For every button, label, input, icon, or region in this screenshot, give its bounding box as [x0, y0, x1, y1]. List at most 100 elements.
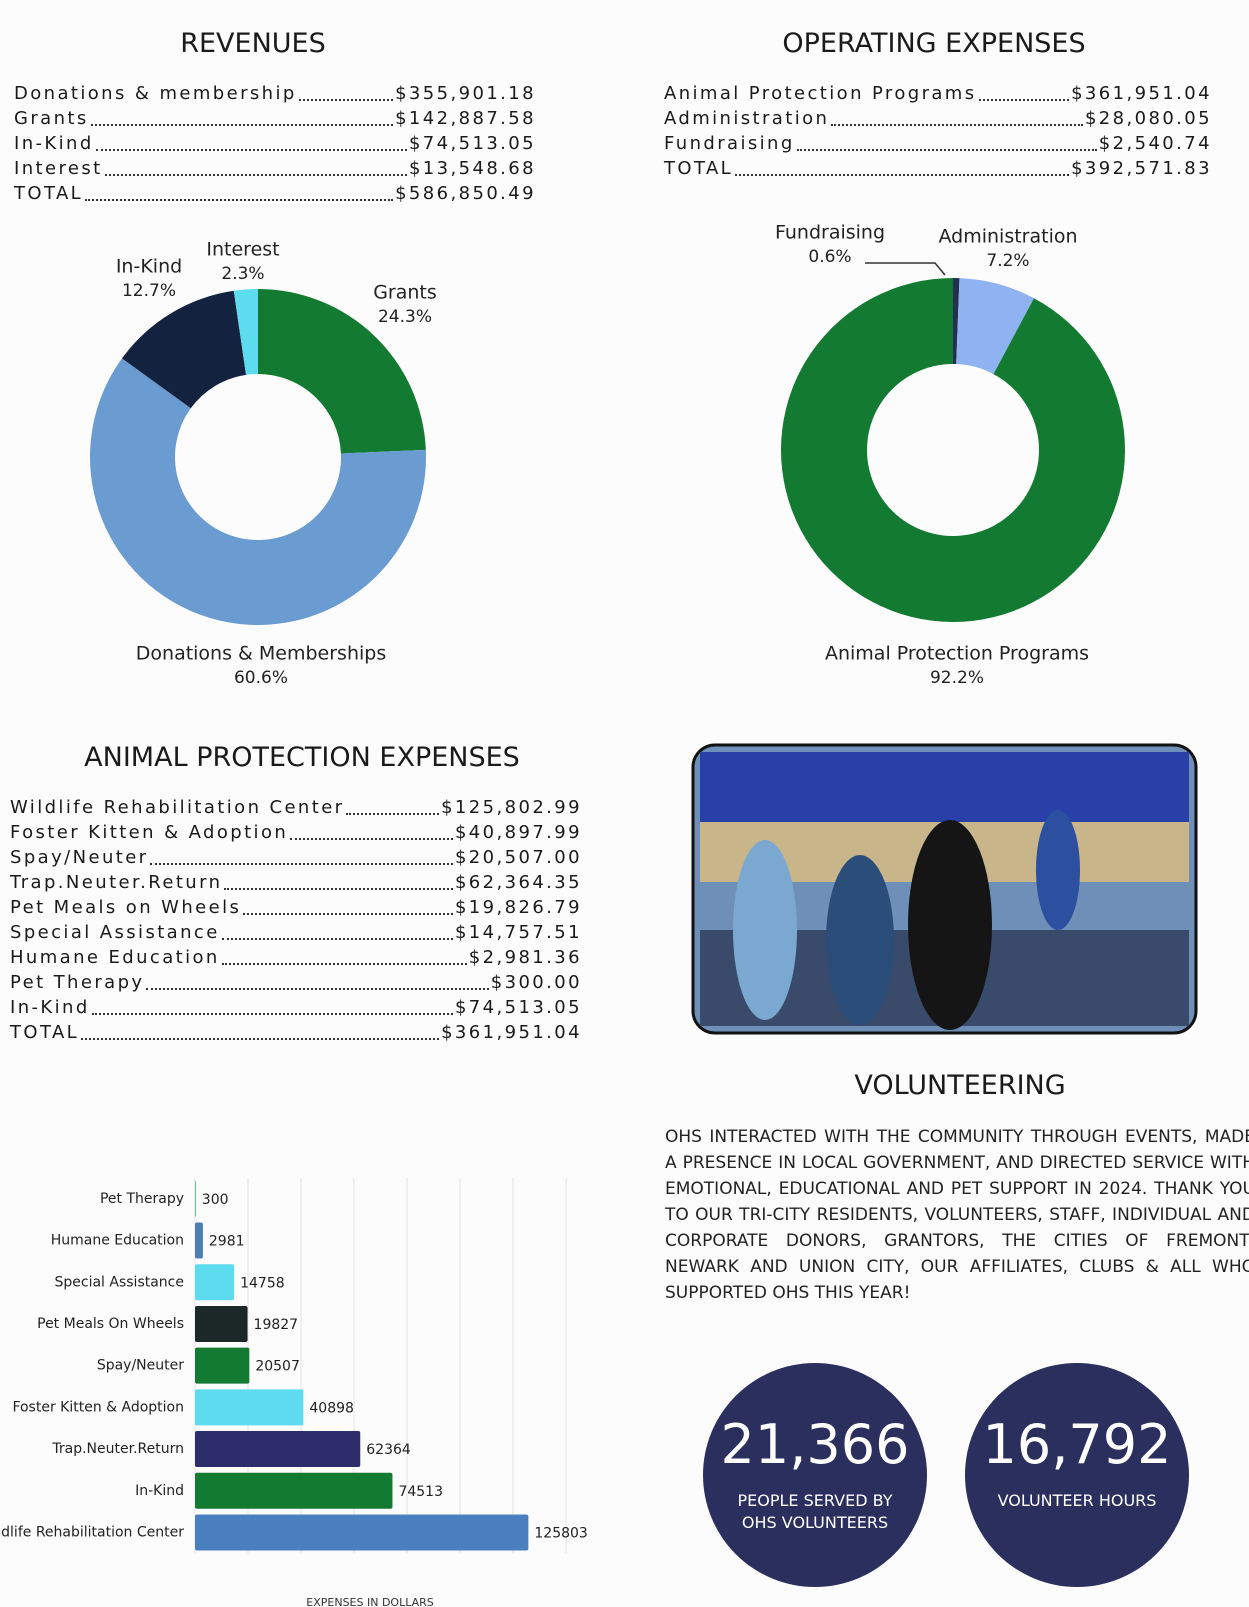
dot-leader — [222, 963, 467, 965]
row-value: $13,548.68 — [409, 158, 536, 179]
value-label: 2981 — [209, 1234, 245, 1250]
category-label: Special Assistance — [55, 1274, 185, 1290]
expense-table: Animal Protection Programs $361,951.04 Adm… — [664, 81, 1212, 181]
row-label: TOTAL — [664, 158, 733, 179]
row-label: In-Kind — [14, 133, 94, 154]
row-label: Pet Therapy — [10, 972, 144, 993]
row-label: Donations & membership — [14, 83, 297, 104]
bar — [195, 1473, 392, 1509]
photo-person — [1036, 810, 1080, 930]
dot-leader — [346, 813, 439, 815]
row-label: Wildlife Rehabilitation Center — [10, 797, 344, 818]
photo-person — [908, 820, 992, 1030]
row-value: $28,080.05 — [1085, 108, 1212, 129]
row-label: Spay/Neuter — [10, 847, 148, 868]
value-label: 300 — [202, 1192, 229, 1208]
section-title: ANIMAL PROTECTION EXPENSES — [84, 742, 520, 773]
table-row: Fundraising$2,540.74 — [664, 131, 1212, 156]
row-label: Pet Meals on Wheels — [10, 897, 241, 918]
leader-line — [865, 263, 945, 275]
row-value: $74,513.05 — [455, 997, 582, 1018]
row-value: $2,540.74 — [1099, 133, 1212, 154]
table-row: Spay/Neuter $20,507.00 — [10, 845, 582, 870]
photo-person — [826, 855, 894, 1025]
value-label: 40898 — [309, 1400, 354, 1416]
row-label: Grants — [14, 108, 89, 129]
dot-leader — [299, 99, 393, 101]
bar — [195, 1181, 196, 1217]
dot-leader — [85, 199, 393, 201]
slice-value: 2.3% — [221, 264, 264, 284]
x-axis-title: EXPENSES IN DOLLARS — [306, 1596, 433, 1607]
value-label: 74513 — [398, 1484, 443, 1500]
slice-label: Donations & Memberships — [136, 643, 386, 665]
table-row: In-Kind $74,513.05 — [10, 995, 582, 1020]
dot-leader — [96, 149, 407, 151]
stat-circle: 21,366 PEOPLE SERVED BY OHS VOLUNTEERS — [703, 1363, 927, 1587]
category-label: Spay/Neuter — [97, 1358, 184, 1374]
slice-value: 92.2% — [930, 668, 984, 688]
table-row: Wildlife Rehabilitation Center$125,802.9… — [10, 795, 582, 820]
slice-value: 24.3% — [378, 307, 432, 327]
table-row: Pet Therapy $300.00 — [10, 970, 582, 995]
row-label: TOTAL — [10, 1022, 79, 1043]
bar — [195, 1514, 528, 1550]
row-value: $300.00 — [491, 972, 582, 993]
dot-leader — [979, 99, 1070, 101]
row-value: $62,364.35 — [455, 872, 582, 893]
table-row: TOTAL $361,951.04 — [10, 1020, 582, 1045]
dot-leader — [243, 913, 453, 915]
table-row: Grants $142,887.58 — [14, 106, 536, 131]
slice-value: 7.2% — [986, 251, 1029, 271]
slice-value: 12.7% — [122, 281, 176, 301]
row-label: Trap.Neuter.Return — [10, 872, 222, 893]
stat-number: 16,792 — [965, 1413, 1189, 1476]
slice-label: Fundraising — [775, 222, 885, 244]
slice-label: Administration — [938, 226, 1077, 248]
row-value: $74,513.05 — [409, 133, 536, 154]
dot-leader — [105, 174, 407, 176]
row-value: $361,951.04 — [1071, 83, 1212, 104]
section-title: OPERATING EXPENSES — [782, 28, 1085, 59]
category-label: Foster Kitten & Adoption — [12, 1399, 184, 1415]
row-label: TOTAL — [14, 183, 83, 204]
table-row: Foster Kitten & Adoption$40,897.99 — [10, 820, 582, 845]
slice-label: Interest — [206, 239, 279, 261]
dot-leader — [290, 838, 453, 840]
category-label: Pet Therapy — [100, 1191, 184, 1207]
table-row: TOTAL $392,571.83 — [664, 156, 1212, 181]
category-label: In-Kind — [135, 1483, 184, 1499]
bar — [195, 1348, 249, 1384]
stat-number: 21,366 — [703, 1413, 927, 1476]
category-label: Pet Meals On Wheels — [37, 1316, 184, 1332]
dot-leader — [81, 1038, 439, 1040]
row-value: $14,757.51 — [455, 922, 582, 943]
volunteer-text: OHS INTERACTED WITH THE COMMUNITY THROUG… — [665, 1124, 1249, 1306]
row-value: $40,897.99 — [455, 822, 582, 843]
row-value: $19,826.79 — [455, 897, 582, 918]
table-row: TOTAL$586,850.49 — [14, 181, 536, 206]
bar — [195, 1306, 248, 1342]
dot-leader — [831, 124, 1083, 126]
category-label: Trap.Neuter.Return — [51, 1441, 184, 1457]
dot-leader — [735, 174, 1069, 176]
pie-slice — [781, 278, 1125, 622]
slice-label: Grants — [373, 282, 437, 304]
dot-leader — [92, 1013, 453, 1015]
dot-leader — [146, 988, 488, 990]
table-row: Special Assistance$14,757.51 — [10, 920, 582, 945]
row-value: $392,571.83 — [1071, 158, 1212, 179]
page: Grants24.3%Donations & Memberships60.6%I… — [0, 0, 1249, 1607]
section-title: REVENUES — [180, 28, 326, 59]
table-row: Humane Education$2,981.36 — [10, 945, 582, 970]
row-label: Administration — [664, 108, 829, 129]
row-label: In-Kind — [10, 997, 90, 1018]
row-value: $20,507.00 — [455, 847, 582, 868]
revenue-table: Donations & membership$355,901.18Grants$… — [14, 81, 536, 206]
row-value: $361,951.04 — [441, 1022, 582, 1043]
row-label: Animal Protection Programs — [664, 83, 977, 104]
category-label: Wildlife Rehabilitation Center — [0, 1524, 184, 1540]
row-value: $142,887.58 — [395, 108, 536, 129]
value-label: 19827 — [254, 1317, 299, 1333]
stat-circle: 16,792 VOLUNTEER HOURS — [965, 1363, 1189, 1587]
